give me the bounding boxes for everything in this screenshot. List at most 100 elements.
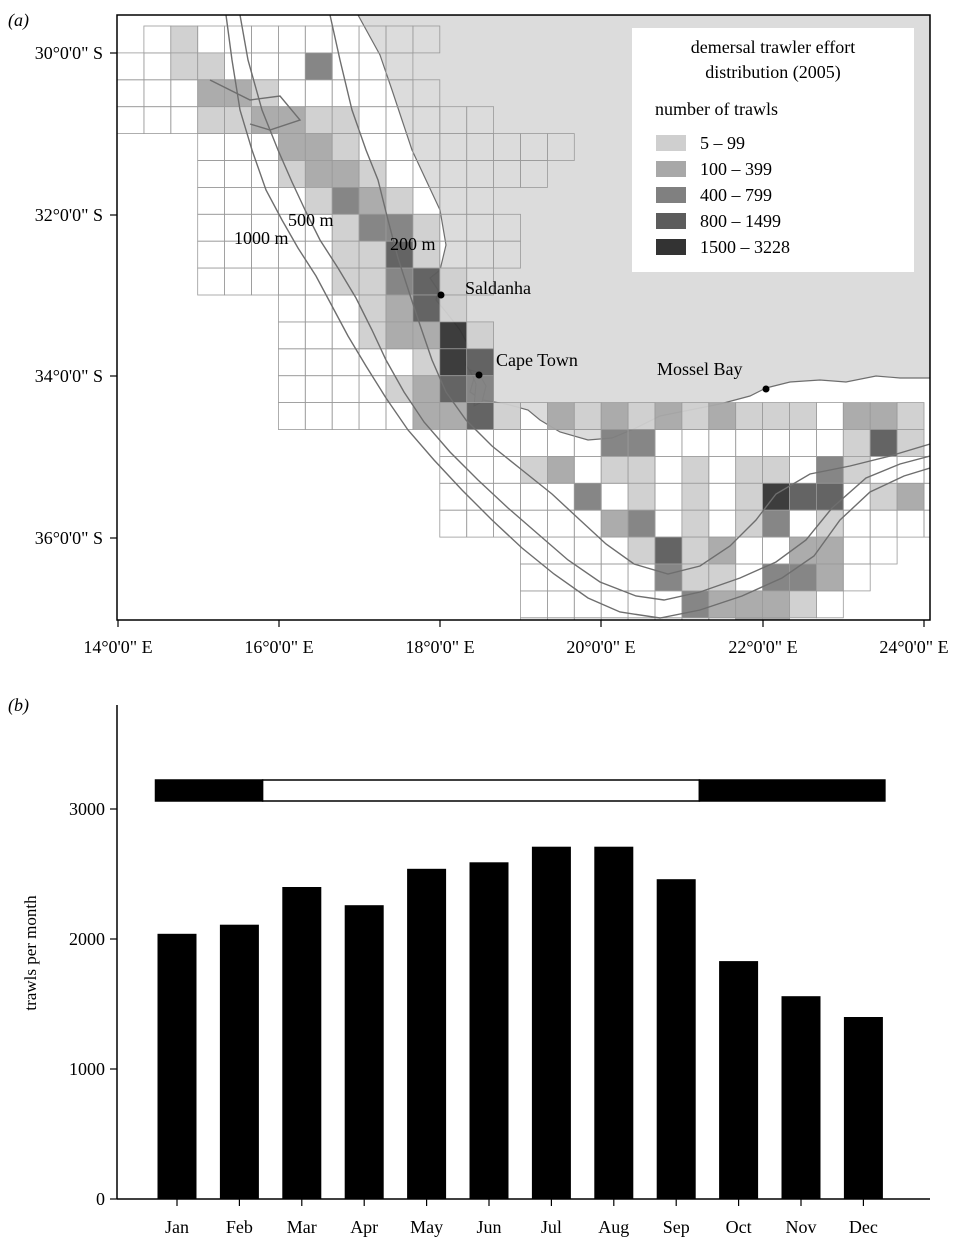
grid-cell xyxy=(681,509,710,538)
grid-cell xyxy=(493,429,521,457)
y-tick-label: 1000 xyxy=(69,1059,105,1079)
grid-cell xyxy=(520,590,548,619)
grid-cell xyxy=(358,25,387,54)
grid-cell xyxy=(197,106,225,134)
grid-cell xyxy=(762,429,790,457)
grid-cell xyxy=(735,429,764,457)
grid-cell xyxy=(573,536,602,565)
grid-cell xyxy=(385,52,414,81)
lon-label-16: 16°0'0" E xyxy=(244,637,313,657)
bar-feb xyxy=(219,924,259,1199)
grid-cell xyxy=(385,321,414,350)
season-bar xyxy=(154,779,886,802)
grid-cell xyxy=(439,348,468,377)
bar-aug xyxy=(594,846,634,1199)
bar-jun xyxy=(469,862,509,1199)
grid-cell xyxy=(520,160,548,188)
longitude-axis: 14°0'0" E 16°0'0" E 18°0'0" E 20°0'0" E … xyxy=(83,620,949,657)
grid-cell xyxy=(439,482,468,511)
grid-cell xyxy=(224,186,252,215)
grid-cell xyxy=(923,482,930,511)
grid-cell xyxy=(627,563,656,592)
grid-cell xyxy=(143,106,172,134)
grid-cell xyxy=(493,455,521,484)
lat-label-34: 34°0'0" S xyxy=(35,366,103,386)
y-tick-label: 3000 xyxy=(69,799,105,819)
grid-cell xyxy=(573,402,602,430)
bar-apr xyxy=(344,905,384,1199)
lon-label-22: 22°0'0" E xyxy=(728,637,797,657)
grid-cell xyxy=(493,402,521,430)
grid-cell xyxy=(547,402,575,430)
grid-cell xyxy=(331,294,360,323)
grid-cell xyxy=(735,509,764,538)
grid-cell xyxy=(412,160,441,188)
grid-cell xyxy=(385,240,414,269)
grid-cell xyxy=(331,25,360,54)
grid-cell xyxy=(493,160,521,188)
grid-cell xyxy=(547,482,575,511)
grid-cell xyxy=(358,52,387,81)
grid-cell xyxy=(412,186,441,215)
grid-cell xyxy=(358,133,387,161)
grid-cell xyxy=(627,402,656,430)
grid-cell xyxy=(493,133,521,161)
grid-cell xyxy=(304,160,333,188)
grid-cell xyxy=(654,429,683,457)
grid-cell xyxy=(197,267,225,296)
grid-cell xyxy=(466,348,495,377)
grid-cell xyxy=(251,52,279,81)
grid-cell xyxy=(412,25,441,54)
grid-cell xyxy=(466,213,495,242)
map-legend: demersal trawler effort distribution (20… xyxy=(632,28,914,272)
place-markers: Saldanha Cape Town Mossel Bay xyxy=(437,278,770,393)
grid-cell xyxy=(627,455,656,484)
grid-cell xyxy=(896,455,925,484)
grid-cell xyxy=(358,321,387,350)
grid-cell xyxy=(277,321,306,350)
grid-cell xyxy=(358,186,387,215)
panel-a-label: (a) xyxy=(8,10,29,31)
isobath-inner xyxy=(209,79,302,131)
grid-cell xyxy=(304,52,333,81)
grid-cell xyxy=(117,106,145,134)
grid-cell xyxy=(277,294,306,323)
grid-cell xyxy=(466,321,495,350)
grid-cell xyxy=(224,160,252,188)
legend-swatch xyxy=(656,135,686,151)
grid-cell xyxy=(304,240,333,269)
grid-cell xyxy=(143,79,172,108)
grid-cell xyxy=(681,402,710,430)
grid-cell xyxy=(762,455,790,484)
grid-cell xyxy=(385,186,414,215)
grid-cell xyxy=(627,482,656,511)
grid-cell xyxy=(466,482,495,511)
grid-cell xyxy=(600,455,629,484)
grid-cell xyxy=(547,590,575,619)
grid-cell xyxy=(923,455,930,484)
legend-label: 5 – 99 xyxy=(700,133,745,153)
grid-cell xyxy=(708,482,737,511)
grid-cell xyxy=(520,509,548,538)
grid-cell xyxy=(331,133,360,161)
grid-cell xyxy=(170,79,199,108)
bar-jan xyxy=(157,933,197,1199)
grid-cell xyxy=(600,482,629,511)
grid-cell xyxy=(277,375,306,404)
grid-cell xyxy=(277,348,306,377)
grid-cell xyxy=(277,52,306,81)
grid-cell xyxy=(600,617,629,620)
season-segment xyxy=(154,779,264,802)
depth-label-1000m: 1000 m xyxy=(234,228,289,248)
x-tick-label: Feb xyxy=(226,1217,253,1237)
grid-cell xyxy=(735,590,764,619)
grid-cell xyxy=(251,106,279,134)
grid-cell xyxy=(816,402,844,430)
grid-cell xyxy=(896,509,925,538)
grid-cell xyxy=(197,52,225,81)
grid-cell xyxy=(143,52,172,81)
grid-cell xyxy=(224,106,252,134)
grid-cell xyxy=(197,25,225,54)
legend-label: 100 – 399 xyxy=(700,159,772,179)
grid-cell xyxy=(439,186,468,215)
